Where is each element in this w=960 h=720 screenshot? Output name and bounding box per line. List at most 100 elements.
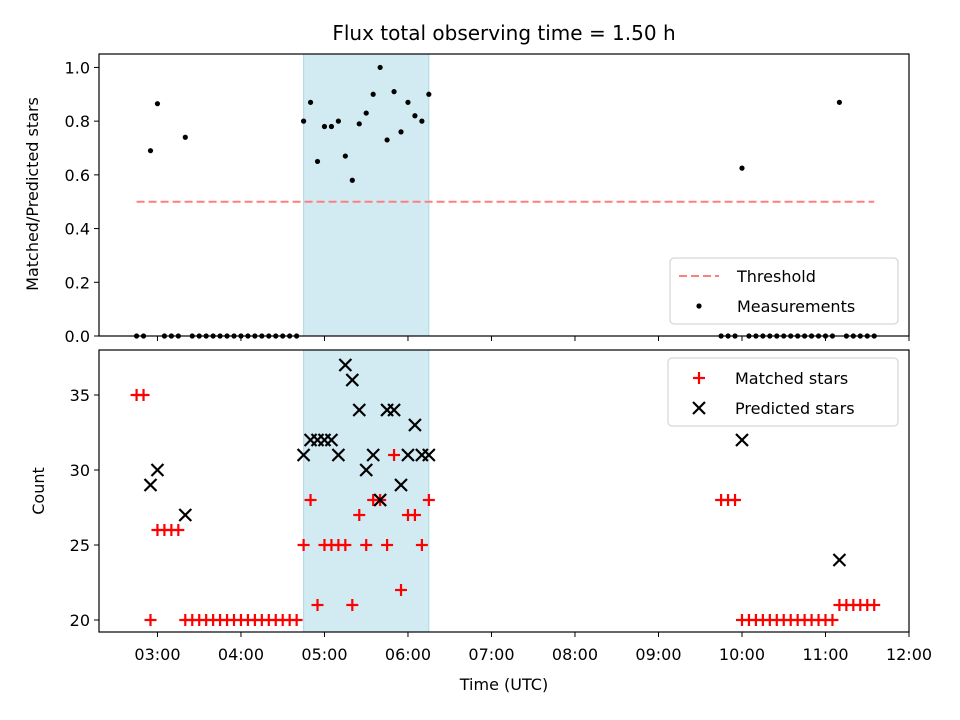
x-tick-label: 06:00 <box>385 645 431 664</box>
x-marker-b <box>143 478 158 492</box>
legend-box <box>669 257 899 325</box>
measurement-point <box>398 129 404 135</box>
x-marker-b <box>832 553 847 567</box>
measurement-point <box>419 118 425 124</box>
matched-star-point <box>360 539 373 551</box>
measurement-point <box>328 123 335 130</box>
legend-matched-swatch <box>693 372 705 384</box>
measurement-point <box>342 153 348 159</box>
measurement-point <box>370 91 376 97</box>
bottom-plot: 20 25 30 35 03:00 04:00 05:00 06:00 07:00 08:00 09… <box>70 349 932 664</box>
x-axis-label: Time (UTC) <box>459 675 548 694</box>
y-tick-label: 30 <box>70 461 90 480</box>
top-legend: Threshold Measurements <box>669 257 899 325</box>
matched-star-point <box>422 494 435 506</box>
measurement-point <box>363 110 369 116</box>
measurement-point <box>405 99 411 105</box>
matched-star-point <box>311 599 324 611</box>
measurement-point <box>314 158 321 165</box>
predicted-star-point <box>150 463 165 477</box>
legend-predicted-swatch <box>692 401 706 415</box>
matched-star-point <box>339 539 352 551</box>
y-tick-label: 0.2 <box>65 273 90 292</box>
x-tick-label: 12:00 <box>886 645 932 664</box>
matched-star-point <box>297 539 310 551</box>
x-marker-b <box>296 448 311 462</box>
predicted-star-point <box>373 493 387 507</box>
measurement-point <box>836 99 843 105</box>
matched-star-point <box>144 614 157 626</box>
x-tick-label: 07:00 <box>468 645 514 664</box>
matched-star-point <box>868 599 881 611</box>
predicted-star-point <box>401 448 415 462</box>
bottom-y-axis-label: Count <box>29 467 48 515</box>
predicted-star-point <box>832 553 847 567</box>
measurement-point <box>321 123 328 130</box>
measurement-point <box>147 148 154 154</box>
predicted-star-point <box>345 373 360 387</box>
predicted-star-point <box>366 448 380 462</box>
matched-star-point <box>346 599 359 611</box>
bottom-axes-frame <box>98 349 910 633</box>
measurement-point <box>335 118 341 124</box>
x-marker-b <box>394 478 408 492</box>
y-tick-label: 0.6 <box>65 166 90 185</box>
legend-threshold-label: Threshold <box>736 267 816 286</box>
legend-box <box>667 357 899 427</box>
matched-star-point <box>353 509 366 521</box>
x-marker-b <box>178 508 193 522</box>
measurement-point <box>377 64 383 71</box>
matched-star-point <box>381 539 394 551</box>
x-marker-b <box>422 448 436 462</box>
matched-star-point <box>415 539 428 551</box>
x-tick-label: 10:00 <box>719 645 765 664</box>
predicted-star-point <box>352 403 367 417</box>
bottom-legend: Matched stars Predicted stars <box>667 357 899 427</box>
matched-star-point <box>395 584 408 596</box>
x-tick-label: 03:00 <box>134 645 180 664</box>
x-tick-label: 04:00 <box>218 645 264 664</box>
top-plot: 0.0 0.2 0.4 0.6 0.8 1.0 Threshold Measurements <box>65 53 910 346</box>
predicted-star-point <box>331 448 346 462</box>
predicted-star-point <box>143 478 158 492</box>
measurement-point <box>412 113 418 119</box>
y-tick-label: 0.8 <box>65 112 90 131</box>
x-tick-label: 05:00 <box>301 645 347 664</box>
measurement-point <box>182 134 188 140</box>
matched-star-point <box>408 509 421 521</box>
highlight-span <box>303 53 430 337</box>
measurement-point <box>307 99 314 105</box>
x-marker-b <box>366 448 380 462</box>
highlight-span <box>303 349 430 633</box>
matched-star-point <box>304 494 317 506</box>
x-marker-b <box>352 403 367 417</box>
top-y-axis-label: Matched/Predicted stars <box>23 97 42 291</box>
legend-measurements-swatch <box>696 303 702 309</box>
x-tick-label: 09:00 <box>635 645 681 664</box>
measurement-point <box>739 165 745 171</box>
matched-star-point <box>290 614 303 626</box>
y-tick-label: 1.0 <box>65 58 90 77</box>
x-marker-b <box>692 401 706 415</box>
x-marker-b <box>408 418 422 432</box>
matched-star-point <box>137 389 150 401</box>
measurement-point <box>154 101 161 107</box>
predicted-star-point <box>408 418 422 432</box>
matched-star-point <box>388 449 401 461</box>
x-marker-b <box>150 463 165 477</box>
predicted-star-point <box>387 403 401 417</box>
x-tick-label: 08:00 <box>552 645 598 664</box>
measurement-point <box>426 91 432 97</box>
x-marker-b <box>359 463 373 477</box>
y-tick-label: 20 <box>70 611 90 630</box>
matched-star-point <box>826 614 839 626</box>
predicted-star-point <box>735 433 749 447</box>
predicted-star-point <box>296 448 311 462</box>
measurement-point <box>391 89 397 95</box>
chart-title: Flux total observing time = 1.50 h <box>332 21 675 45</box>
x-marker-b <box>373 493 387 507</box>
predicted-star-point <box>394 478 408 492</box>
predicted-star-point <box>324 433 339 447</box>
matched-star-point <box>172 524 185 536</box>
measurement-point <box>349 177 355 183</box>
